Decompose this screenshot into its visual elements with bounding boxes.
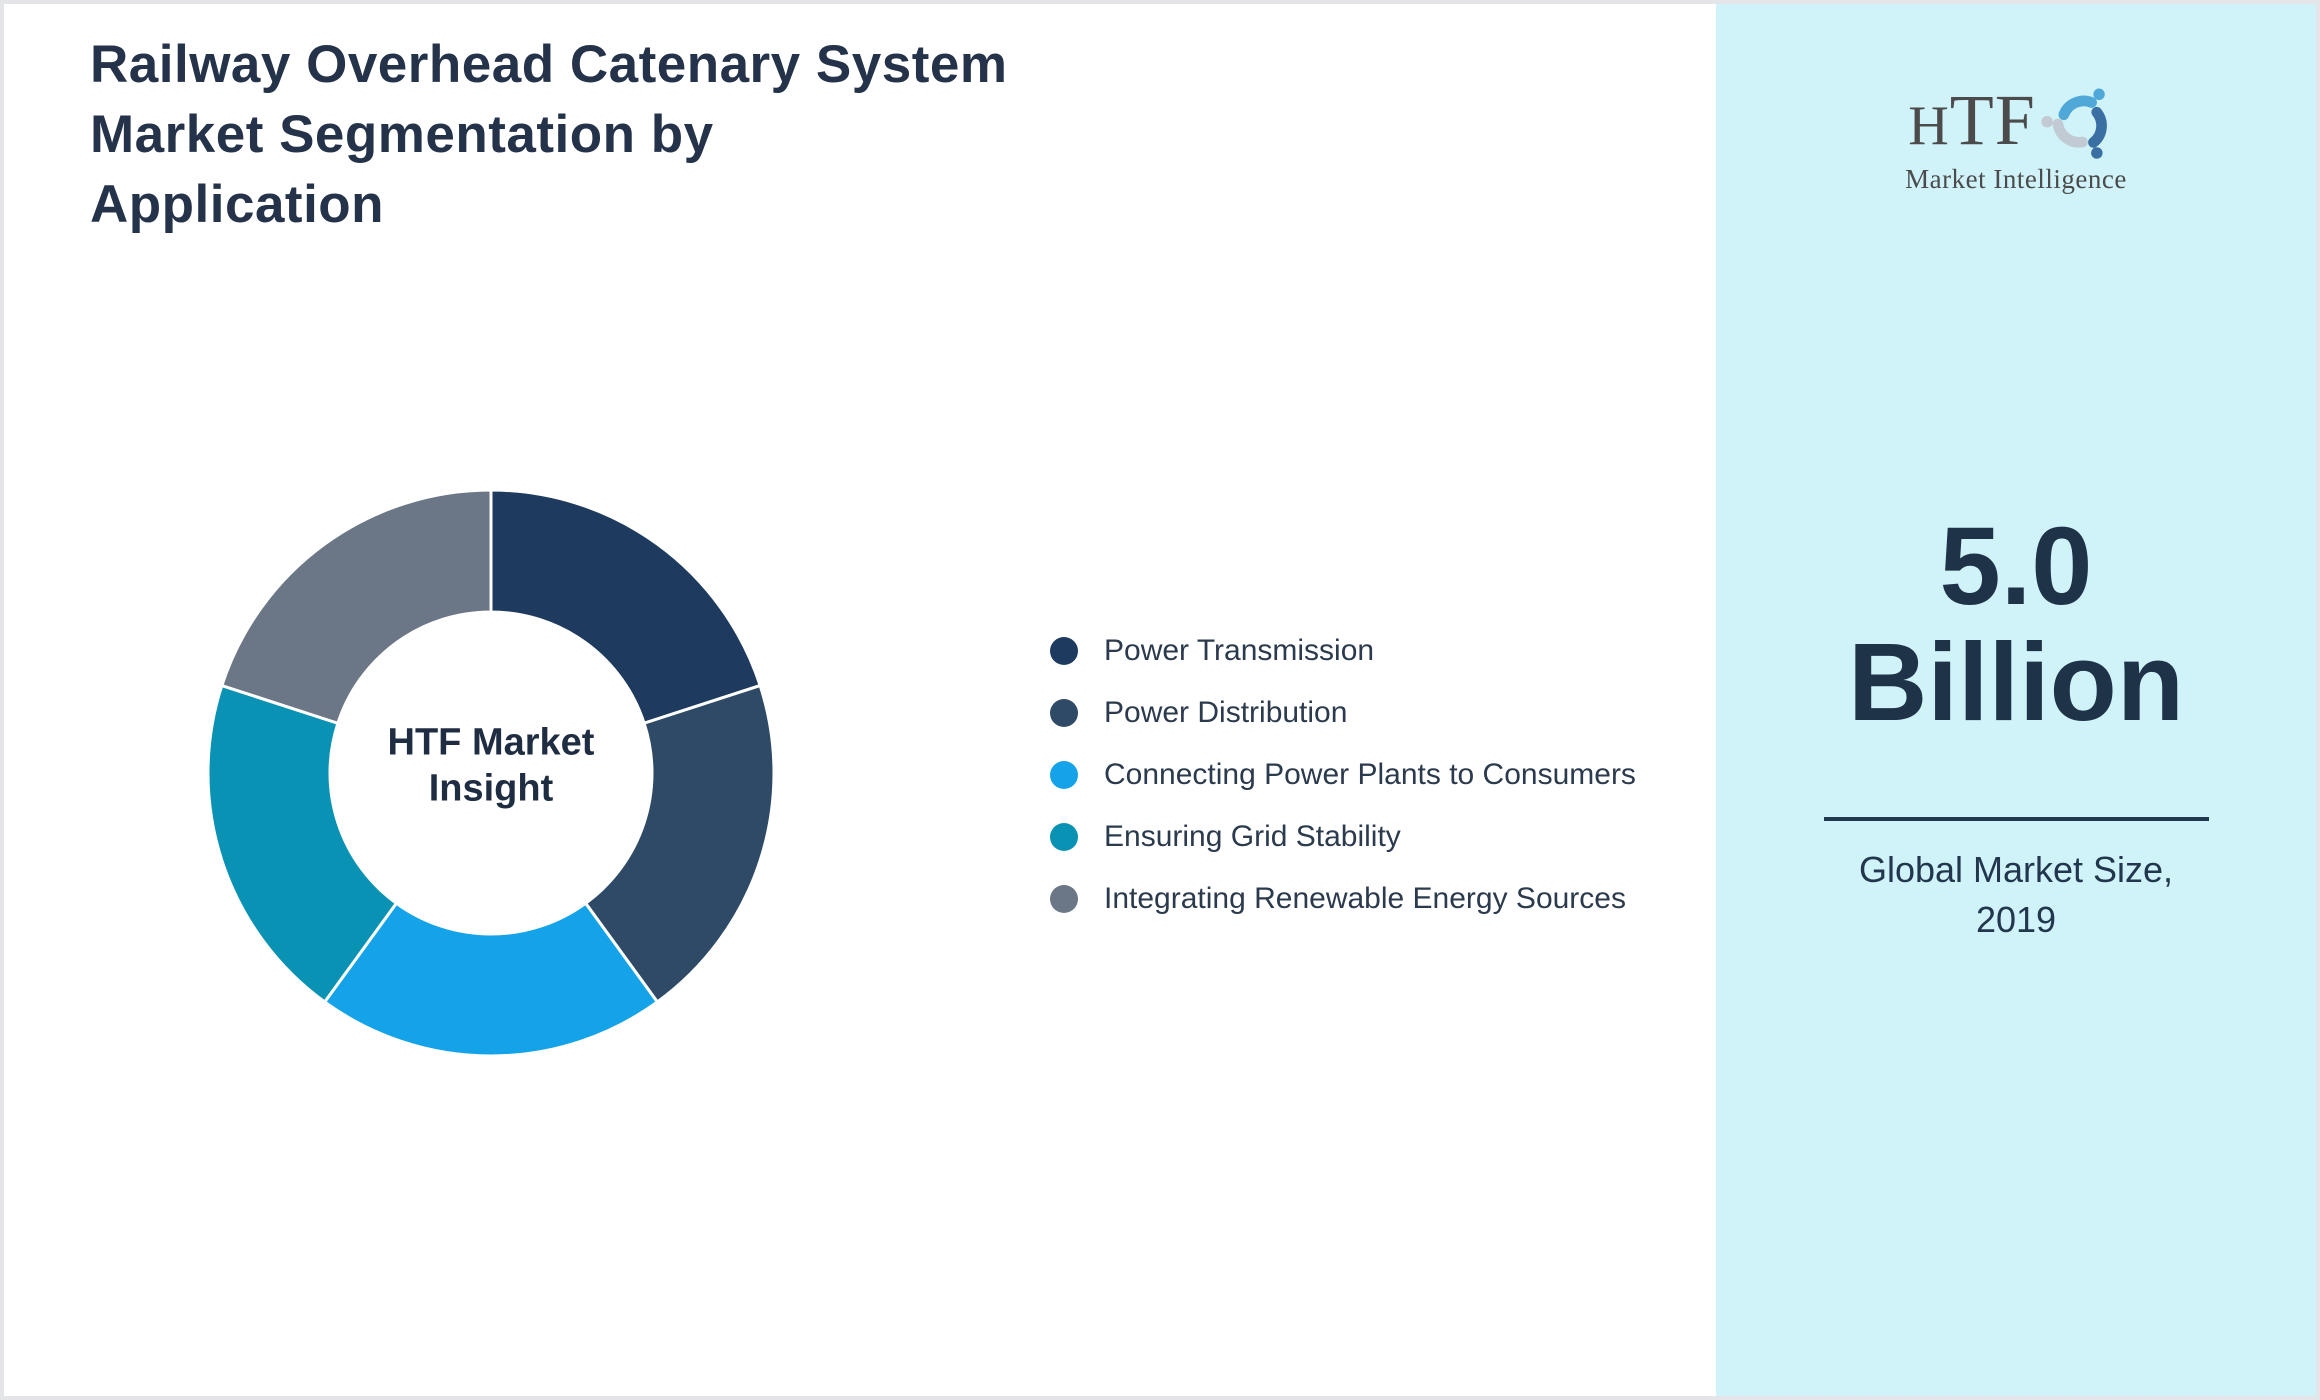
market-size-value: 5.0 Billion [1847, 505, 2185, 744]
legend-dot-icon [1050, 637, 1078, 665]
legend-dot-icon [1050, 885, 1078, 913]
legend-item: Ensuring Grid Stability [1050, 806, 1636, 868]
donut-slice [206, 683, 399, 1005]
legend-label: Power Transmission [1104, 634, 1375, 667]
htf-logo-swirl-icon [2038, 82, 2124, 164]
donut-chart: HTF Market Insight [206, 488, 776, 1058]
side-panel: HTF [1716, 4, 2316, 1396]
legend: Power Transmission Power Distribution Conn… [1050, 620, 1636, 930]
donut-slice [219, 488, 493, 726]
legend-item: Power Transmission [1050, 620, 1636, 682]
htf-logo: HTF [1716, 82, 2316, 195]
legend-label: Connecting Power Plants to Consumers [1104, 758, 1636, 791]
market-size-caption: Global Market Size, 2019 [1858, 849, 2174, 940]
legend-item: Integrating Renewable Energy Sources [1050, 868, 1636, 930]
donut-slice [489, 488, 763, 726]
donut-slice [583, 683, 776, 1005]
donut-center-label: HTF Market Insight [387, 721, 595, 810]
htf-logo-subtitle: Market Intelligence [1905, 164, 2127, 194]
market-size-stat: 5.0 Billion Global Market Size, 2019 [1716, 509, 2316, 945]
htf-logo-text: HTF [1908, 80, 2036, 160]
legend-item: Connecting Power Plants to Consumers [1050, 744, 1636, 806]
donut-svg [206, 488, 776, 1058]
legend-dot-icon [1050, 761, 1078, 789]
legend-label: Integrating Renewable Energy Sources [1104, 882, 1626, 915]
legend-dot-icon [1050, 823, 1078, 851]
legend-dot-icon [1050, 699, 1078, 727]
stat-divider [1823, 817, 2209, 821]
donut-slice [322, 901, 660, 1058]
page-title: Railway Overhead Catenary System Market … [90, 35, 1008, 234]
legend-label: Ensuring Grid Stability [1104, 820, 1401, 853]
legend-item: Power Distribution [1050, 682, 1636, 744]
legend-label: Power Distribution [1104, 696, 1348, 729]
htf-logo-row: HTF [1716, 82, 2316, 164]
